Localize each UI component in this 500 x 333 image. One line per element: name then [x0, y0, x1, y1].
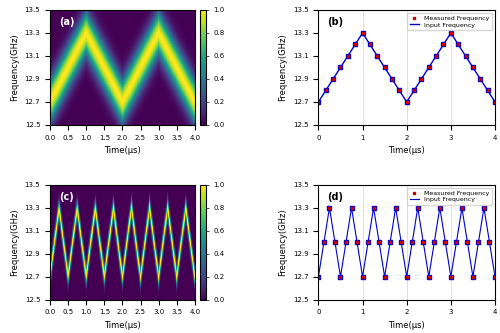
Y-axis label: Frequency(GHz): Frequency(GHz) — [10, 208, 19, 276]
Measured Frequency — [420, 240, 426, 244]
Input Frequency — [348, 206, 354, 210]
Measured Frequency — [392, 206, 398, 210]
Measured Frequency — [323, 89, 329, 93]
Input Frequency — [316, 99, 322, 103]
Input Frequency — [492, 275, 498, 279]
Measured Frequency — [367, 43, 373, 47]
Measured Frequency — [316, 275, 322, 279]
Measured Frequency — [448, 275, 454, 279]
Measured Frequency — [404, 275, 409, 279]
X-axis label: Time(μs): Time(μs) — [104, 146, 141, 155]
Measured Frequency — [492, 275, 498, 279]
Y-axis label: Frequency(GHz): Frequency(GHz) — [278, 208, 287, 276]
Measured Frequency — [396, 89, 402, 93]
Line: Input Frequency: Input Frequency — [318, 208, 495, 277]
Legend: Measured Frequency, Input Frequency: Measured Frequency, Input Frequency — [407, 188, 492, 205]
Measured Frequency — [360, 31, 366, 35]
Measured Frequency — [398, 240, 404, 244]
Measured Frequency — [321, 240, 327, 244]
Measured Frequency — [332, 240, 338, 244]
Measured Frequency — [414, 206, 420, 210]
Measured Frequency — [387, 240, 393, 244]
Line: Measured Frequency: Measured Frequency — [317, 206, 496, 278]
Input Frequency — [424, 264, 430, 268]
Input Frequency — [421, 73, 427, 77]
Measured Frequency — [470, 275, 476, 279]
Line: Input Frequency: Input Frequency — [318, 33, 495, 102]
Measured Frequency — [486, 240, 492, 244]
Y-axis label: Frequency(GHz): Frequency(GHz) — [278, 34, 287, 101]
Input Frequency — [476, 236, 482, 240]
Measured Frequency — [462, 54, 468, 58]
Text: (d): (d) — [327, 192, 343, 202]
Measured Frequency — [437, 206, 443, 210]
X-axis label: Time(μs): Time(μs) — [388, 146, 425, 155]
Measured Frequency — [484, 89, 490, 93]
Input Frequency — [465, 58, 471, 62]
Measured Frequency — [432, 240, 438, 244]
Measured Frequency — [404, 100, 409, 104]
Text: (a): (a) — [58, 17, 74, 27]
Input Frequency — [316, 275, 322, 279]
Input Frequency — [476, 75, 482, 79]
Input Frequency — [424, 68, 430, 72]
Measured Frequency — [374, 54, 380, 58]
Measured Frequency — [326, 206, 332, 210]
Input Frequency — [465, 243, 471, 247]
Measured Frequency — [360, 275, 366, 279]
Measured Frequency — [454, 240, 460, 244]
Measured Frequency — [418, 77, 424, 81]
Measured Frequency — [455, 43, 461, 47]
Measured Frequency — [348, 206, 354, 210]
Input Frequency — [316, 271, 322, 275]
Measured Frequency — [382, 275, 388, 279]
Measured Frequency — [370, 206, 376, 210]
Measured Frequency — [478, 77, 484, 81]
Measured Frequency — [343, 240, 349, 244]
Measured Frequency — [470, 66, 476, 70]
Measured Frequency — [433, 54, 439, 58]
X-axis label: Time(μs): Time(μs) — [388, 321, 425, 330]
Measured Frequency — [316, 100, 322, 104]
Input Frequency — [420, 242, 426, 246]
Measured Frequency — [464, 240, 470, 244]
Measured Frequency — [426, 275, 432, 279]
Measured Frequency — [411, 89, 417, 93]
Measured Frequency — [459, 206, 465, 210]
Measured Frequency — [409, 240, 415, 244]
X-axis label: Time(μs): Time(μs) — [104, 321, 141, 330]
Measured Frequency — [476, 240, 482, 244]
Measured Frequency — [448, 31, 454, 35]
Input Frequency — [421, 246, 427, 250]
Measured Frequency — [382, 66, 388, 70]
Measured Frequency — [345, 54, 351, 58]
Measured Frequency — [354, 240, 360, 244]
Text: (c): (c) — [58, 192, 74, 202]
Input Frequency — [316, 100, 322, 104]
Measured Frequency — [330, 77, 336, 81]
Measured Frequency — [492, 100, 498, 104]
Measured Frequency — [365, 240, 371, 244]
Measured Frequency — [352, 43, 358, 47]
Measured Frequency — [376, 240, 382, 244]
Line: Measured Frequency: Measured Frequency — [317, 32, 496, 103]
Text: (b): (b) — [327, 17, 344, 27]
Measured Frequency — [389, 77, 395, 81]
Measured Frequency — [338, 275, 344, 279]
Input Frequency — [420, 74, 426, 78]
Measured Frequency — [338, 66, 344, 70]
Measured Frequency — [426, 66, 432, 70]
Input Frequency — [492, 100, 498, 104]
Input Frequency — [360, 31, 366, 35]
Measured Frequency — [442, 240, 448, 244]
Y-axis label: Frequency(GHz): Frequency(GHz) — [10, 34, 19, 101]
Measured Frequency — [440, 43, 446, 47]
Legend: Measured Frequency, Input Frequency: Measured Frequency, Input Frequency — [407, 13, 492, 30]
Measured Frequency — [481, 206, 487, 210]
